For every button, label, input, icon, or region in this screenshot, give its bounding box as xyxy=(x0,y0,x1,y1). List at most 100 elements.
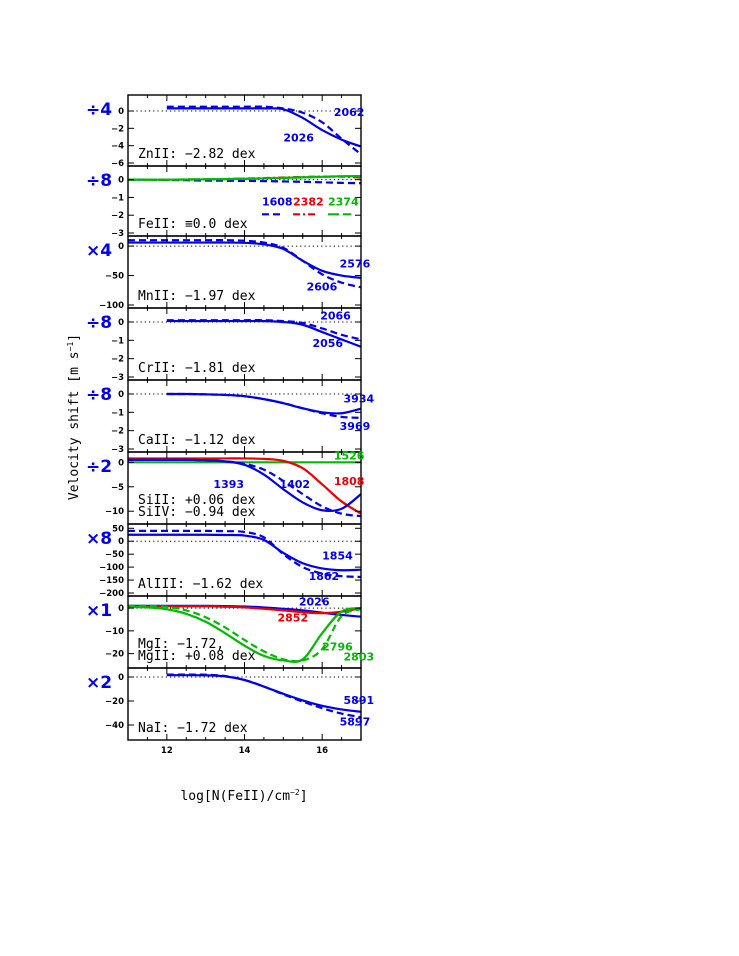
y-tick-label: −20 xyxy=(105,650,124,660)
y-tick-label: −10 xyxy=(105,627,124,637)
y-tick-label: −100 xyxy=(99,563,124,573)
series-line-1402 xyxy=(128,458,361,518)
y-tick-label: −1 xyxy=(111,408,124,418)
chart-panels: 0 −2 −4 −6 ÷4 ZnII: −2.82 dex 2062 2026 0 −1 −2 −3 ÷… xyxy=(86,94,375,741)
y-tick-label: 0 xyxy=(118,318,124,328)
species-label: AlIII: −1.62 dex xyxy=(138,577,263,592)
y-tick-label: −3 xyxy=(111,229,124,239)
line-label-3969: 3969 xyxy=(340,420,371,433)
y-tick-label: −2 xyxy=(111,355,124,365)
series-line-1862 xyxy=(128,529,361,579)
y-tick-label: −3 xyxy=(111,445,124,455)
line-label-2026: 2026 xyxy=(299,595,330,608)
panel-feii: 0 −1 −2 −3 ÷8 FeII: ≡0.0 dex 1608 2382 2374 xyxy=(86,165,362,239)
line-label-5897: 5897 xyxy=(340,716,371,729)
line-label-1862: 1862 xyxy=(309,570,340,583)
series-group xyxy=(166,318,361,348)
x-axis-label-main: log[N(FeII)/cm xyxy=(180,789,290,804)
scale-factor: ÷2 xyxy=(86,457,112,477)
y-tick-label: 0 xyxy=(118,242,124,252)
x-tick-label: 16 xyxy=(316,746,328,756)
y-tick-label: −3 xyxy=(111,373,124,383)
y-tick-label: −2 xyxy=(111,124,124,134)
scale-factor: ÷4 xyxy=(86,100,112,120)
y-tick-label: 0 xyxy=(118,604,124,614)
y-tick-label: −40 xyxy=(105,721,124,731)
series-group xyxy=(166,105,361,156)
panel-crii: 0 −1 −2 −3 ÷8 CrII: −1.81 dex 2066 2056 xyxy=(86,307,362,383)
y-tick-label: −5 xyxy=(111,483,124,493)
y-tick-label: −50 xyxy=(105,550,124,560)
scale-factor: ÷8 xyxy=(86,171,112,191)
panel-znii: 0 −2 −4 −6 ÷4 ZnII: −2.82 dex 2062 2026 xyxy=(86,94,365,169)
y-axis-label-main: Velocity shift [m s xyxy=(67,351,82,500)
y-axis-label-end: ] xyxy=(67,334,82,342)
y-tick-label: −4 xyxy=(111,142,124,152)
y-axis-label-sup: −1 xyxy=(66,342,75,352)
y-tick-label: 0 xyxy=(118,458,124,468)
line-label-2066: 2066 xyxy=(320,309,351,322)
x-tick-label: 14 xyxy=(239,746,251,756)
series-group xyxy=(128,604,361,663)
y-tick-label: −6 xyxy=(111,159,124,169)
series-line-2026 xyxy=(166,105,361,156)
x-axis-label: log[N(FeII)/cm−2] xyxy=(180,788,307,804)
y-tick-label: −2 xyxy=(111,427,124,437)
line-label-2382: 2382 xyxy=(293,195,324,208)
series-line-1808 xyxy=(128,457,361,515)
line-label-2374: 2374 xyxy=(328,195,359,208)
panel-mgi: 0 −10 −20 ×1 MgI: −1.72,MgII: +0.08 dex 2026 2… xyxy=(86,595,375,669)
series-line-2796 xyxy=(128,605,361,663)
x-axis-label-end: ] xyxy=(300,789,308,804)
y-tick-label: 0 xyxy=(118,390,124,400)
series-line-2062 xyxy=(166,107,361,148)
panel-nai: 0 −20 −40 ×2 NaI: −1.72 dex 5891 5897 xyxy=(86,667,375,741)
species-label: CaII: −1.12 dex xyxy=(138,433,256,448)
scale-factor: ×8 xyxy=(86,529,112,549)
series-line-2803 xyxy=(128,604,361,663)
species-label: ZnII: −2.82 dex xyxy=(138,147,256,162)
scale-factor: ÷8 xyxy=(86,385,112,405)
line-label-2062: 2062 xyxy=(334,106,365,119)
y-tick-label: −200 xyxy=(99,589,124,599)
y-tick-label: 0 xyxy=(118,107,124,117)
line-label-2026: 2026 xyxy=(283,131,314,144)
y-tick-label: −10 xyxy=(105,507,124,517)
series-line-2056 xyxy=(166,319,361,348)
species-label: SiII: +0.06 dex xyxy=(138,493,256,508)
species-label: CrII: −1.81 dex xyxy=(138,361,256,376)
species-label: MnII: −1.97 dex xyxy=(138,289,256,304)
scale-factor: ÷8 xyxy=(86,313,112,333)
y-tick-label: 50 xyxy=(112,524,124,534)
series-line-continuum xyxy=(128,175,361,181)
series-line-2576 xyxy=(128,241,361,279)
series-group xyxy=(166,392,361,419)
series-line-5891 xyxy=(166,674,361,713)
line-label-1526: 1526 xyxy=(334,449,365,462)
series-line-1854 xyxy=(128,533,361,572)
line-label-2803: 2803 xyxy=(344,650,375,663)
x-axis-tick-labels: 12 14 16 xyxy=(161,746,328,756)
series-group xyxy=(128,175,361,185)
y-tick-label: −2 xyxy=(111,211,124,221)
line-label-5891: 5891 xyxy=(344,694,375,707)
y-tick-label: −100 xyxy=(99,301,124,311)
y-tick-label: −1 xyxy=(111,336,124,346)
y-tick-label: 0 xyxy=(118,176,124,186)
line-label-1393: 1393 xyxy=(213,478,244,491)
line-label-2796: 2796 xyxy=(322,641,353,654)
y-tick-label: −150 xyxy=(99,576,124,586)
series-group xyxy=(166,673,361,719)
x-tick-label: 12 xyxy=(161,746,173,756)
line-label-2852: 2852 xyxy=(278,611,309,624)
line-label-1808: 1808 xyxy=(334,475,365,488)
y-tick-label: 0 xyxy=(118,673,124,683)
y-tick-label: 0 xyxy=(118,537,124,547)
scale-factor: ×4 xyxy=(86,241,112,261)
y-tick-label: −50 xyxy=(105,272,124,282)
species-label: FeII: ≡0.0 dex xyxy=(138,217,248,232)
species-label: MgII: +0.08 dex xyxy=(138,649,256,664)
